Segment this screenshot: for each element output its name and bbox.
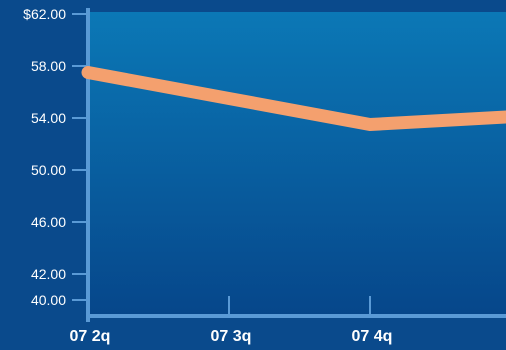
data-point [87,71,89,74]
data-point [228,97,230,100]
x-axis: 07 2q 07 3q 07 4q [70,296,506,345]
series-lines [81,66,506,131]
y-tick-label: 50.00 [31,162,66,178]
y-tick-label: $62.00 [23,6,66,22]
data-point [369,123,371,126]
x-tick-label: 07 2q [70,328,111,345]
series-line [81,66,506,131]
x-tick-label: 07 3q [211,328,252,345]
y-tick-label: 40.00 [31,292,66,308]
x-tick-label: 07 4q [352,328,393,345]
y-tick-label: 46.00 [31,214,66,230]
y-tick-label: 42.00 [31,266,66,282]
y-tick-label: 58.00 [31,58,66,74]
y-axis: $62.00 58.00 54.00 50.00 46.00 42.00 40.00 [23,6,90,322]
plot-area [88,12,506,317]
y-tick-label: 54.00 [31,110,66,126]
